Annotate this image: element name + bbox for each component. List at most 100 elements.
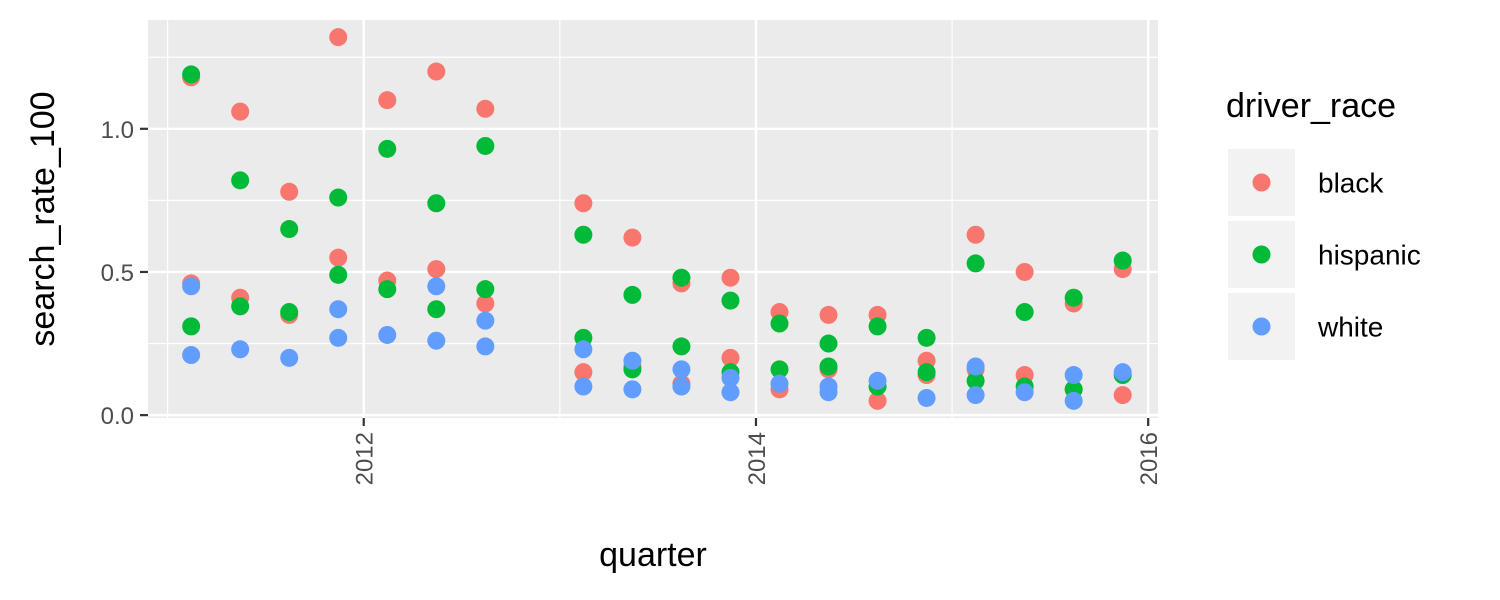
point-black: [574, 363, 593, 382]
point-black: [574, 194, 593, 213]
point-black: [427, 62, 446, 81]
point-hispanic: [476, 280, 495, 299]
point-hispanic: [917, 363, 936, 382]
y-tick-label: 0.5: [101, 260, 134, 287]
point-white: [329, 328, 348, 347]
point-white: [427, 277, 446, 296]
point-black: [378, 91, 397, 110]
legend-title: driver_race: [1226, 87, 1396, 125]
point-hispanic: [280, 220, 299, 239]
y-tick-label: 1.0: [101, 117, 134, 144]
point-white: [574, 340, 593, 359]
point-hispanic: [819, 357, 838, 376]
point-hispanic: [280, 303, 299, 322]
point-white: [672, 360, 691, 379]
point-white: [721, 383, 740, 402]
point-hispanic: [623, 285, 642, 304]
point-white: [966, 386, 985, 405]
point-hispanic: [721, 291, 740, 310]
point-hispanic: [574, 225, 593, 244]
legend-label-black: black: [1318, 168, 1384, 199]
point-black: [1015, 262, 1034, 281]
legend-marker-black: [1252, 173, 1271, 192]
point-hispanic: [231, 297, 250, 316]
point-white: [329, 300, 348, 319]
point-white: [182, 346, 201, 365]
point-black: [280, 182, 299, 201]
point-white: [1064, 366, 1083, 385]
point-hispanic: [1064, 288, 1083, 307]
point-black: [231, 102, 250, 121]
point-hispanic: [1113, 251, 1132, 270]
point-black: [721, 348, 740, 367]
point-hispanic: [770, 360, 789, 379]
point-hispanic: [182, 65, 201, 84]
point-white: [182, 277, 201, 296]
point-hispanic: [672, 268, 691, 287]
point-black: [476, 99, 495, 118]
legend-marker-hispanic: [1252, 245, 1271, 264]
point-white: [623, 380, 642, 399]
point-black: [721, 268, 740, 287]
point-hispanic: [231, 171, 250, 190]
point-white: [280, 348, 299, 367]
point-white: [1015, 383, 1034, 402]
data-points: [182, 28, 1132, 410]
legend-marker-white: [1252, 317, 1271, 336]
point-black: [329, 28, 348, 47]
point-black: [427, 260, 446, 279]
point-hispanic: [1015, 303, 1034, 322]
major-gridlines: [148, 20, 1158, 418]
point-hispanic: [378, 139, 397, 158]
point-hispanic: [427, 300, 446, 319]
point-hispanic: [819, 334, 838, 353]
axes: 0.0 0.5 1.0 2012 2014 2016: [101, 117, 1164, 486]
point-white: [868, 371, 887, 390]
minor-gridlines: [148, 20, 1158, 418]
point-white: [819, 383, 838, 402]
point-hispanic: [378, 280, 397, 299]
point-hispanic: [476, 136, 495, 155]
plot-panel: [148, 20, 1158, 418]
point-black: [868, 391, 887, 410]
point-white: [427, 331, 446, 350]
x-axis-title: quarter: [599, 536, 707, 574]
x-tick-label: 2014: [744, 432, 771, 485]
point-hispanic: [868, 317, 887, 336]
point-hispanic: [770, 314, 789, 333]
y-axis-title: search_rate_100: [24, 91, 62, 346]
point-black: [329, 248, 348, 267]
point-hispanic: [427, 194, 446, 213]
point-white: [476, 311, 495, 330]
point-white: [1064, 391, 1083, 410]
point-white: [721, 368, 740, 387]
legend: driver_race black hispanic white: [1226, 87, 1421, 360]
point-hispanic: [182, 317, 201, 336]
x-tick-label: 2016: [1136, 432, 1163, 485]
legend-label-white: white: [1317, 312, 1383, 343]
point-white: [672, 377, 691, 396]
point-white: [770, 374, 789, 393]
point-white: [966, 357, 985, 376]
point-white: [917, 388, 936, 407]
x-tick-label: 2012: [352, 432, 379, 485]
point-white: [378, 325, 397, 344]
point-white: [476, 337, 495, 356]
point-black: [1113, 386, 1132, 405]
point-black: [623, 228, 642, 247]
point-white: [574, 377, 593, 396]
point-black: [819, 305, 838, 324]
y-tick-label: 0.0: [101, 403, 134, 430]
point-hispanic: [966, 371, 985, 390]
point-hispanic: [329, 265, 348, 284]
point-hispanic: [966, 254, 985, 273]
point-black: [966, 225, 985, 244]
point-white: [231, 340, 250, 359]
point-white: [1113, 363, 1132, 382]
point-white: [623, 351, 642, 370]
legend-label-hispanic: hispanic: [1318, 240, 1421, 271]
point-hispanic: [672, 337, 691, 356]
point-hispanic: [329, 188, 348, 207]
point-black: [476, 294, 495, 313]
